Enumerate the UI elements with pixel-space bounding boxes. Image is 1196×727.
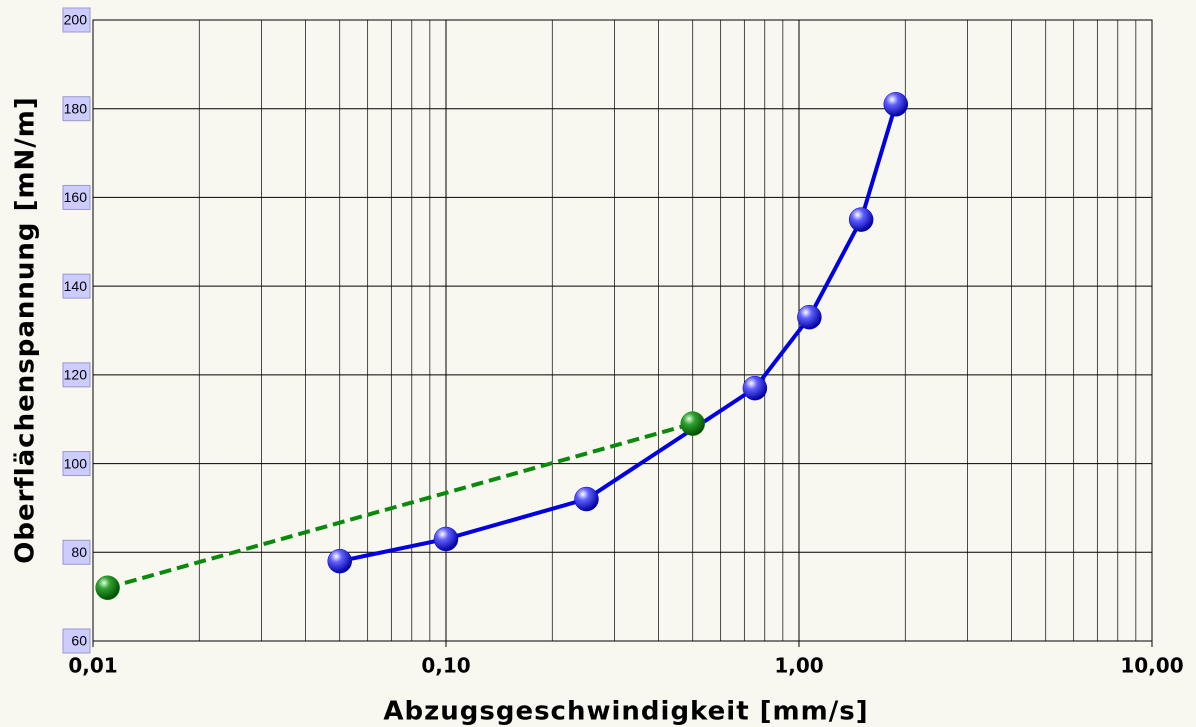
y-tick-label: 140 — [64, 278, 88, 294]
y-tick-label: 200 — [64, 12, 88, 28]
marker — [680, 411, 705, 436]
y-tick-box — [62, 273, 91, 299]
marker — [797, 304, 822, 330]
marker — [848, 207, 874, 232]
x-tick-label: 10,00 — [1120, 654, 1183, 678]
y-axis-title: Oberflächenspannung [mN/m] — [11, 96, 41, 564]
y-tick-box — [62, 628, 91, 654]
x-tick-label: 0,01 — [68, 654, 117, 678]
y-tick-box — [62, 184, 91, 210]
y-tick-box — [62, 539, 91, 565]
y-tick-label: 60 — [71, 633, 87, 649]
y-tick-label: 180 — [64, 100, 88, 116]
y-tick-label: 80 — [71, 544, 87, 560]
marker — [95, 575, 120, 601]
marker — [327, 548, 352, 574]
series-line — [339, 103, 898, 564]
series-line — [107, 421, 694, 590]
x-tick-label: 1,00 — [774, 654, 823, 678]
y-tick-label: 160 — [64, 189, 88, 205]
marker — [574, 486, 599, 512]
y-tick-label: 120 — [64, 367, 88, 383]
y-tick-box — [62, 7, 91, 33]
marker — [433, 526, 459, 552]
y-tick-box — [62, 96, 91, 122]
marker — [742, 375, 768, 401]
y-tick-box — [62, 451, 91, 477]
marker — [883, 92, 909, 117]
y-tick-box — [62, 362, 91, 388]
y-tick-label: 100 — [64, 455, 88, 471]
x-axis-title: Abzugsgeschwindigkeit [mm/s] — [383, 697, 868, 727]
x-tick-label: 0,10 — [421, 654, 470, 678]
